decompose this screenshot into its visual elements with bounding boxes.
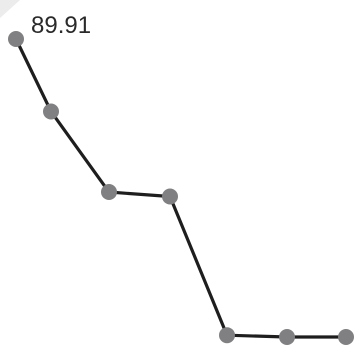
data-point xyxy=(8,31,24,47)
data-point xyxy=(162,188,178,205)
data-point xyxy=(219,327,235,344)
series-line xyxy=(14,37,348,339)
data-point xyxy=(338,329,354,345)
series-layer xyxy=(8,31,354,345)
data-label-layer: 89.91 xyxy=(31,12,91,39)
data-label: 89.91 xyxy=(31,12,91,39)
data-point xyxy=(101,184,117,201)
data-point xyxy=(43,103,59,120)
corner-fold xyxy=(0,0,20,18)
data-point xyxy=(279,329,295,345)
